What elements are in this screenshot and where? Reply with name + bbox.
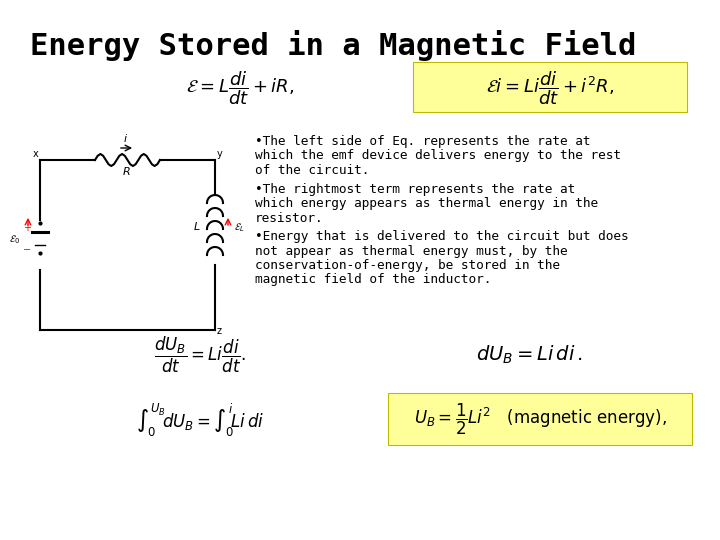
Text: •The left side of Eq. represents the rate at: •The left side of Eq. represents the rat… — [255, 135, 590, 148]
Text: $i$: $i$ — [124, 132, 128, 144]
FancyBboxPatch shape — [388, 393, 692, 445]
Text: $dU_B = Li\,di\,.$: $dU_B = Li\,di\,.$ — [477, 344, 583, 366]
Text: $\mathcal{E} = L\dfrac{di}{dt} + iR,$: $\mathcal{E} = L\dfrac{di}{dt} + iR,$ — [186, 69, 294, 107]
Text: z: z — [217, 326, 222, 336]
Text: which the emf device delivers energy to the rest: which the emf device delivers energy to … — [255, 150, 621, 163]
Text: $\mathcal{E}_0$: $\mathcal{E}_0$ — [9, 234, 21, 246]
Text: •Energy that is delivered to the circuit but does: •Energy that is delivered to the circuit… — [255, 230, 629, 243]
Text: $U_B = \dfrac{1}{2}Li^{2}$   (magnetic energy),: $U_B = \dfrac{1}{2}Li^{2}$ (magnetic ene… — [413, 401, 667, 437]
Text: resistor.: resistor. — [255, 212, 323, 225]
Text: +: + — [23, 223, 31, 233]
Text: y: y — [217, 149, 222, 159]
Text: R: R — [123, 167, 131, 177]
Text: Energy Stored in a Magnetic Field: Energy Stored in a Magnetic Field — [30, 30, 636, 61]
Text: $\dfrac{dU_B}{dt} = Li\dfrac{di}{dt}.$: $\dfrac{dU_B}{dt} = Li\dfrac{di}{dt}.$ — [154, 335, 246, 375]
Text: x: x — [33, 149, 39, 159]
Text: $\int_0^{U_B}\!dU_B = \int_0^{i}\!Li\,di$: $\int_0^{U_B}\!dU_B = \int_0^{i}\!Li\,di… — [136, 401, 264, 438]
Text: L: L — [194, 222, 200, 232]
FancyBboxPatch shape — [413, 62, 687, 112]
Text: magnetic field of the inductor.: magnetic field of the inductor. — [255, 273, 491, 287]
Text: not appear as thermal energy must, by the: not appear as thermal energy must, by th… — [255, 245, 567, 258]
Text: conservation-of-energy, be stored in the: conservation-of-energy, be stored in the — [255, 259, 560, 272]
Text: $\mathcal{E}_L$: $\mathcal{E}_L$ — [234, 221, 245, 234]
Text: •The rightmost term represents the rate at: •The rightmost term represents the rate … — [255, 183, 575, 195]
Text: $\mathcal{E}i = Li\dfrac{di}{dt} + i^{2}R,$: $\mathcal{E}i = Li\dfrac{di}{dt} + i^{2}… — [486, 69, 614, 107]
Text: which energy appears as thermal energy in the: which energy appears as thermal energy i… — [255, 197, 598, 210]
Text: $-$: $-$ — [22, 243, 32, 253]
Text: of the circuit.: of the circuit. — [255, 164, 369, 177]
